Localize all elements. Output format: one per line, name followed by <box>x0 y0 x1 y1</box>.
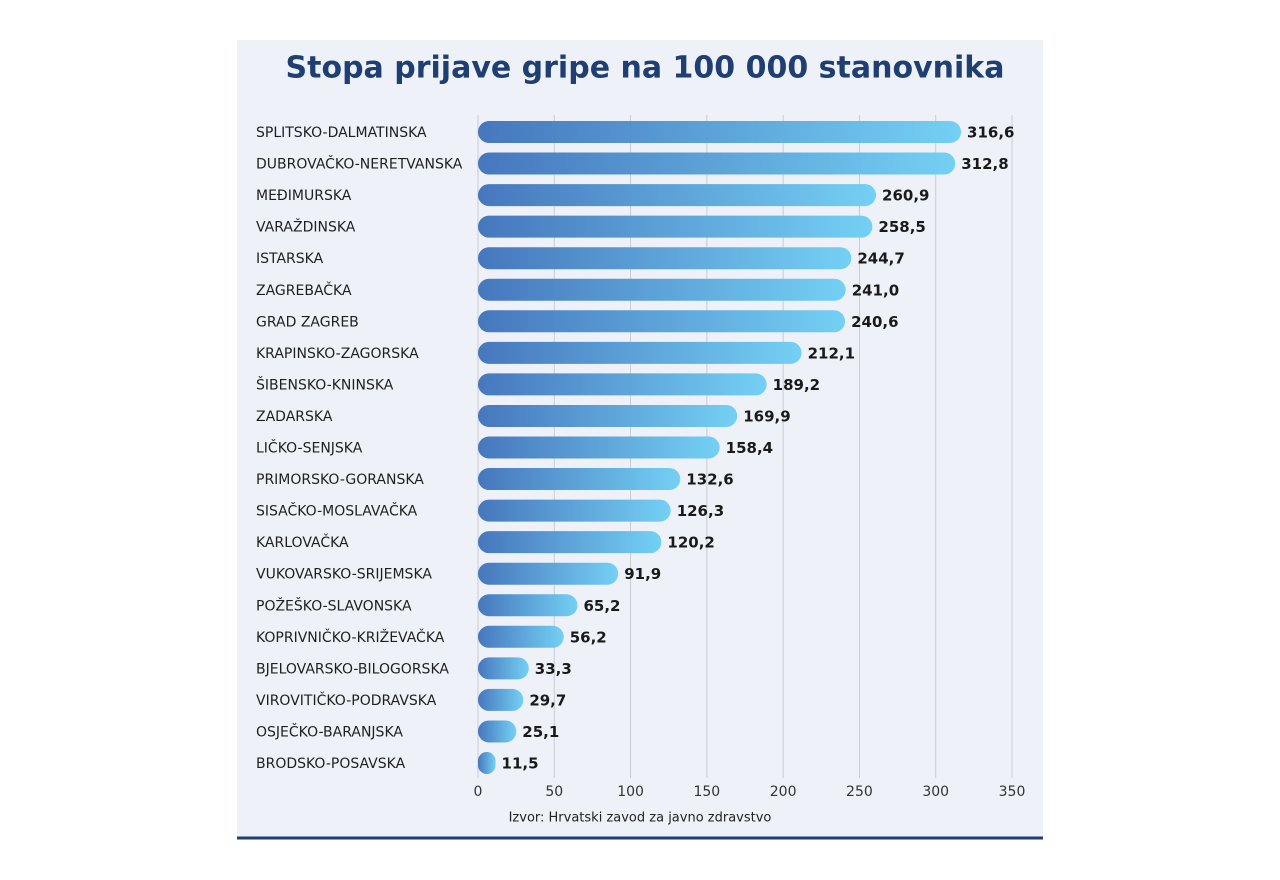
value-label: 91,9 <box>624 565 661 583</box>
value-label: 189,2 <box>773 376 820 394</box>
bar <box>478 688 524 711</box>
bar <box>478 247 852 270</box>
value-label: 158,4 <box>726 439 773 457</box>
x-tick-label: 100 <box>617 784 644 800</box>
x-tick-label: 200 <box>770 784 797 800</box>
value-label: 132,6 <box>686 471 733 489</box>
category-label: ZAGREBAČKA <box>256 281 352 299</box>
value-label: 260,9 <box>882 187 929 205</box>
x-tick-label: 250 <box>846 784 873 800</box>
bar <box>478 531 662 554</box>
bar <box>478 278 846 301</box>
category-label: PRIMORSKO-GORANSKA <box>256 472 424 488</box>
x-tick-label: 300 <box>922 784 949 800</box>
x-tick-label: 50 <box>545 784 563 800</box>
category-label: POŽEŠKO-SLAVONSKA <box>256 596 412 614</box>
bar <box>478 373 767 396</box>
category-label: BRODSKO-POSAVSKA <box>256 756 406 772</box>
bar <box>478 121 962 143</box>
bar <box>478 310 846 333</box>
value-label: 241,0 <box>852 281 899 299</box>
value-label: 65,2 <box>583 597 620 615</box>
category-label: SISAČKO-MOSLAVAČKA <box>256 502 418 520</box>
value-label: 212,1 <box>808 344 855 362</box>
category-label: DUBROVAČKO-NERETVANSKA <box>256 155 463 173</box>
bar <box>478 752 496 774</box>
value-label: 244,7 <box>857 250 904 268</box>
bar <box>478 184 877 207</box>
bar <box>478 404 738 427</box>
category-label: VUKOVARSKO-SRIJEMSKA <box>256 567 432 583</box>
chart-title: Stopa prijave gripe na 100 000 stanovnik… <box>286 51 1005 86</box>
value-label: 169,9 <box>743 407 790 425</box>
category-label: OSJEČKO-BARANJSKA <box>256 722 403 740</box>
x-tick-label: 0 <box>474 784 483 800</box>
category-label: MEĐIMURSKA <box>256 188 352 204</box>
category-label: ZADARSKA <box>256 409 333 425</box>
bar <box>478 215 873 238</box>
x-tick-label: 350 <box>999 784 1026 800</box>
bar <box>478 594 578 617</box>
value-label: 240,6 <box>851 313 898 331</box>
category-label: SPLITSKO-DALMATINSKA <box>256 125 427 141</box>
category-label: VARAŽDINSKA <box>256 218 356 236</box>
bar <box>478 436 720 459</box>
category-label: ŠIBENSKO-KNINSKA <box>256 375 394 393</box>
value-label: 258,5 <box>878 218 925 236</box>
category-label: VIROVITIČKO-PODRAVSKA <box>256 691 437 709</box>
bar <box>478 720 517 743</box>
bar <box>478 562 619 585</box>
value-label: 126,3 <box>677 502 724 520</box>
category-label: BJELOVARSKO-BILOGORSKA <box>256 661 449 677</box>
bar <box>478 468 681 491</box>
value-label: 33,3 <box>535 660 572 678</box>
category-label: ISTARSKA <box>256 251 324 267</box>
value-label: 120,2 <box>667 534 714 552</box>
source: Izvor: Hrvatski zavod za javno zdravstvo <box>509 811 772 826</box>
value-label: 25,1 <box>522 723 559 741</box>
category-label: LIČKO-SENJSKA <box>256 439 363 457</box>
bar <box>478 341 802 364</box>
x-tick-label: 150 <box>693 784 720 800</box>
value-label: 11,5 <box>502 755 539 773</box>
value-label: 56,2 <box>570 628 607 646</box>
category-label: KOPRIVNIČKO-KRIŽEVAČKA <box>256 628 445 646</box>
category-label: KRAPINSKO-ZAGORSKA <box>256 346 419 362</box>
bar <box>478 625 564 648</box>
bar <box>478 657 529 680</box>
value-label: 316,6 <box>967 124 1014 142</box>
value-label: 312,8 <box>961 155 1008 173</box>
category-label: GRAD ZAGREB <box>256 314 359 330</box>
category-label: KARLOVAČKA <box>256 533 349 551</box>
bar <box>478 499 671 522</box>
bar <box>478 152 956 175</box>
value-label: 29,7 <box>529 691 566 709</box>
